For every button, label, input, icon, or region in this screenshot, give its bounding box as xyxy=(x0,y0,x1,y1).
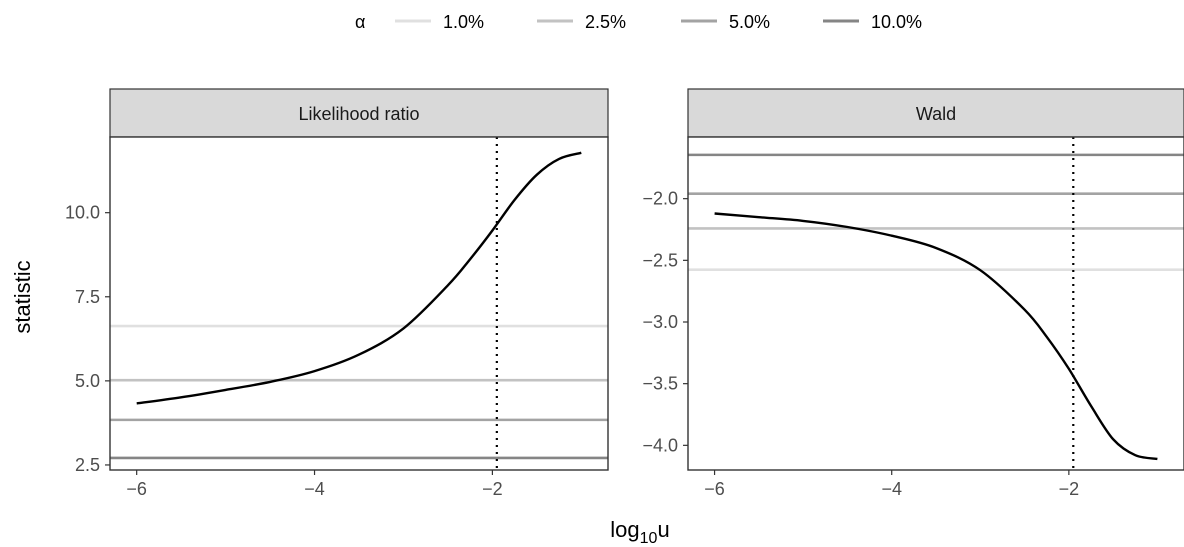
legend-title: α xyxy=(355,12,365,32)
y-tick-label-1-2: −3.0 xyxy=(642,312,678,332)
panel-0: Likelihood ratio 2.5 5.0 7.5 10.0 −6 −4 −2 xyxy=(65,88,609,499)
plot-area-0 xyxy=(110,137,608,470)
x-axis-title: log10u xyxy=(610,517,669,547)
y-axis-title: statistic xyxy=(10,260,35,333)
legend: α 1.0% 2.5% 5.0% 10.0% xyxy=(355,12,922,32)
panel-strip-label-1: Wald xyxy=(916,104,956,124)
y-tick-label-1-1: −3.5 xyxy=(642,374,678,394)
x-tick-label-0-2: −2 xyxy=(482,479,503,499)
x-tick-label-0-0: −6 xyxy=(126,479,147,499)
statistic-curve-1 xyxy=(714,212,1158,461)
legend-label-1: 2.5% xyxy=(585,12,626,32)
x-tick-label-0-1: −4 xyxy=(304,479,325,499)
y-tick-label-1-4: −2.0 xyxy=(642,189,678,209)
legend-label-3: 10.0% xyxy=(871,12,922,32)
panel-border-0 xyxy=(109,136,609,471)
x-tick-label-1-1: −4 xyxy=(881,479,902,499)
panel-strip-label-0: Likelihood ratio xyxy=(298,104,419,124)
x-axis-title-subscript: 10 xyxy=(640,530,658,547)
legend-label-0: 1.0% xyxy=(443,12,484,32)
y-tick-label-0-3: 10.0 xyxy=(65,203,100,223)
panel-strip-0 xyxy=(109,88,609,138)
y-tick-label-0-2: 7.5 xyxy=(75,287,100,307)
x-axis-title-base: log xyxy=(610,517,639,542)
legend-label-2: 5.0% xyxy=(729,12,770,32)
plot-area-1 xyxy=(688,137,1184,470)
panel-1: Wald −4.0 −3.5 −3.0 −2.5 −2.0 −6 −4 −2 xyxy=(642,88,1184,499)
panel-strip-1 xyxy=(687,88,1184,138)
y-tick-label-0-1: 5.0 xyxy=(75,371,100,391)
y-tick-label-1-0: −4.0 xyxy=(642,435,678,455)
y-tick-label-0-0: 2.5 xyxy=(75,455,100,475)
x-tick-label-1-2: −2 xyxy=(1059,479,1080,499)
y-tick-label-1-3: −2.5 xyxy=(642,250,678,270)
x-axis-title-suffix: u xyxy=(657,517,669,542)
statistic-curve-0 xyxy=(136,151,582,405)
x-tick-label-1-0: −6 xyxy=(704,479,725,499)
panel-border-1 xyxy=(687,136,1184,471)
